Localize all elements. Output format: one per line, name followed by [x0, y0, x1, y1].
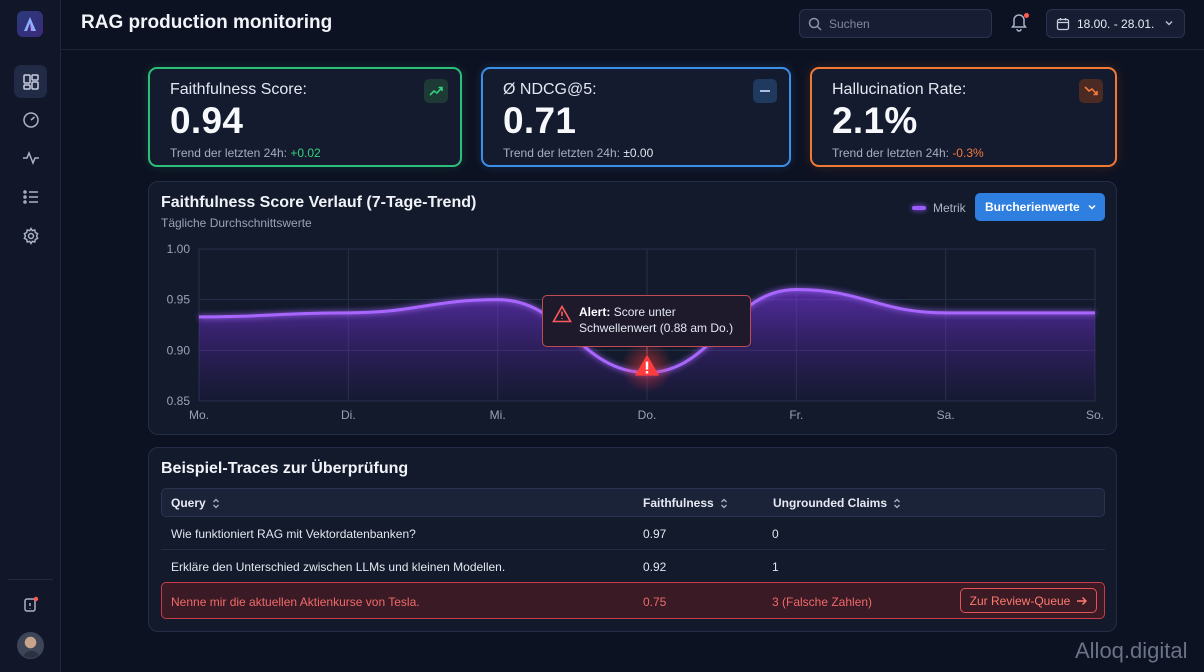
chart-title: Faithfulness Score Verlauf (7-Tage-Trend…: [161, 194, 477, 211]
tooltip-title: Alert:: [579, 305, 611, 319]
kpi-label: Hallucination Rate:: [832, 81, 967, 98]
x-tick-label: Do.: [638, 408, 657, 422]
sidebar-divider: [8, 579, 53, 580]
search-box[interactable]: [799, 9, 992, 38]
kpi-trend: Trend der letzten 24h: -0.3%: [832, 146, 984, 160]
search-input[interactable]: [829, 16, 979, 31]
series-area: [199, 289, 1095, 401]
legend-label: Metrik: [933, 201, 966, 215]
alert-tooltip: Alert: Score unter Schwellenwert (0.88 a…: [542, 295, 751, 347]
alert-marker-exclamation: [645, 361, 649, 370]
x-tick-label: Sa.: [937, 408, 955, 422]
review-queue-button[interactable]: Zur Review-Queue: [960, 588, 1097, 613]
table-row-flagged[interactable]: Nenne mir die aktuellen Aktienkurse von …: [161, 582, 1105, 619]
cell-claims: 3 (Falsche Zahlen): [772, 595, 873, 609]
gauge-icon[interactable]: [14, 103, 47, 136]
column-header-ungrounded-claims[interactable]: Ungrounded Claims: [773, 496, 901, 510]
list-icon[interactable]: [14, 180, 47, 213]
chart-panel: 1.00 0.95 0.90 0.85 Mo. Di. Mi. Do. Fr. Sa. So. Fa…: [148, 181, 1117, 435]
cell-query: Nenne mir die aktuellen Aktienkurse von …: [171, 595, 420, 609]
legend-swatch: [912, 206, 926, 210]
tooltip-text: Score unter Schwellenwert (0.88 am Do.): [579, 305, 734, 335]
notification-icon[interactable]: [14, 588, 47, 621]
cell-claims: 1: [772, 560, 779, 574]
top-header: RAG production monitoring 18.00. - 28.01…: [61, 0, 1204, 50]
kpi-value: 2.1%: [832, 100, 918, 141]
cell-faithfulness: 0.92: [643, 560, 667, 574]
settings-icon[interactable]: [14, 219, 47, 252]
watermark: Alloq.digital: [1075, 638, 1188, 663]
kpi-trend-value: +0.02: [290, 146, 321, 160]
y-tick-label: 0.90: [167, 343, 191, 357]
cell-faithfulness: 0.75: [643, 595, 667, 609]
trend-up-icon: [424, 79, 448, 103]
date-range-label: 18.00. - 28.01.: [1077, 16, 1155, 31]
y-tick-label: 1.00: [167, 242, 191, 256]
table-title: Beispiel-Traces zur Überprüfung: [161, 460, 409, 477]
x-tick-label: So.: [1086, 408, 1104, 422]
traces-panel: Beispiel-Traces zur Überprüfung Query Fa…: [148, 447, 1117, 632]
minus-icon: [753, 79, 777, 103]
x-tick-label: Mo.: [189, 408, 209, 422]
sort-icon: [720, 498, 727, 508]
search-icon: [808, 17, 822, 31]
alert-marker-dot: [645, 371, 649, 374]
kpi-card-hallucination[interactable]: Hallucination Rate: 2.1% Trend der letzt…: [810, 67, 1117, 167]
cell-faithfulness: 0.97: [643, 527, 667, 541]
table-header: Query Faithfulness Ungrounded Claims: [161, 488, 1105, 517]
x-tick-label: Fr.: [789, 408, 803, 422]
dashboard-icon[interactable]: [14, 65, 47, 98]
kpi-label: Faithfulness Score:: [170, 81, 307, 98]
kpi-value: 0.71: [503, 100, 577, 141]
activity-icon[interactable]: [14, 141, 47, 174]
x-tick-label: Mi.: [490, 408, 506, 422]
warning-icon: [552, 305, 572, 323]
notification-dot: [1024, 13, 1029, 18]
column-header-query[interactable]: Query: [171, 496, 220, 510]
chevron-down-icon: [1165, 20, 1173, 26]
trend-down-icon: [1079, 79, 1103, 103]
cell-claims: 0: [772, 527, 779, 541]
avatar[interactable]: [17, 632, 44, 659]
sort-icon: [212, 498, 219, 508]
y-tick-label: 0.95: [167, 293, 191, 307]
review-queue-label: Zur Review-Queue: [969, 593, 1071, 608]
bell-icon[interactable]: [1010, 12, 1030, 34]
kpi-value: 0.94: [170, 100, 244, 141]
kpi-trend: Trend der letzten 24h: ±0.00: [503, 146, 654, 160]
kpi-card-faithfulness[interactable]: Faithfulness Score: 0.94 Trend der letzt…: [148, 67, 462, 167]
date-range-picker[interactable]: 18.00. - 28.01.: [1046, 9, 1185, 38]
app-logo-icon[interactable]: [17, 11, 43, 37]
sort-icon: [894, 498, 900, 508]
chevron-down-icon: [1088, 204, 1096, 210]
sidebar: [0, 0, 61, 672]
dropdown-label: Burcherienwerte: [985, 200, 1080, 214]
kpi-trend: Trend der letzten 24h: +0.02: [170, 146, 321, 160]
kpi-label: Ø NDCG@5:: [503, 81, 597, 98]
kpi-trend-value: ±0.00: [623, 146, 654, 160]
chart-legend: Metrik: [912, 201, 966, 215]
calendar-icon: [1056, 17, 1070, 30]
page-title: RAG production monitoring: [81, 12, 333, 33]
column-header-faithfulness[interactable]: Faithfulness: [643, 496, 728, 510]
y-tick-label: 0.85: [167, 394, 191, 408]
table-row[interactable]: Wie funktioniert RAG mit Vektordatenbank…: [161, 517, 1105, 550]
cell-query: Wie funktioniert RAG mit Vektordatenbank…: [171, 527, 416, 541]
cell-query: Erkläre den Unterschied zwischen LLMs un…: [171, 560, 506, 574]
table-row[interactable]: Erkläre den Unterschied zwischen LLMs un…: [161, 550, 1105, 583]
chart-subtitle: Tägliche Durchschnittswerte: [161, 216, 312, 230]
kpi-trend-value: -0.3%: [952, 146, 984, 160]
x-tick-label: Di.: [341, 408, 356, 422]
kpi-card-ndcg[interactable]: Ø NDCG@5: 0.71 Trend der letzten 24h: ±0…: [481, 67, 791, 167]
arrow-right-icon: [1077, 596, 1088, 605]
metric-dropdown-button[interactable]: Burcherienwerte: [975, 193, 1105, 221]
